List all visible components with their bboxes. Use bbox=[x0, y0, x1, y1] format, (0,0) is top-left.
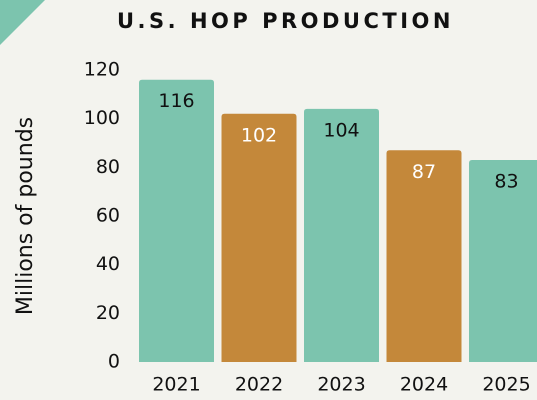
y-tick-label: 120 bbox=[84, 59, 120, 81]
y-tick-label: 80 bbox=[96, 156, 120, 178]
x-tick-label: 2025 bbox=[482, 374, 530, 396]
data-label: 116 bbox=[158, 90, 194, 112]
corner-decoration bbox=[0, 0, 45, 45]
data-label: 104 bbox=[323, 119, 359, 141]
x-tick-label: 2024 bbox=[400, 374, 448, 396]
y-tick-label: 20 bbox=[96, 302, 120, 324]
bar bbox=[221, 113, 297, 362]
chart-title: U.S. HOP PRODUCTION bbox=[117, 9, 454, 33]
data-label: 102 bbox=[241, 124, 277, 146]
y-tick-label: 60 bbox=[96, 205, 120, 227]
bar bbox=[139, 79, 214, 362]
bar bbox=[469, 160, 537, 362]
data-label: 83 bbox=[494, 171, 518, 193]
x-tick-label: 2021 bbox=[152, 374, 200, 396]
bar bbox=[386, 150, 462, 362]
y-tick-label: 40 bbox=[96, 253, 120, 275]
bar bbox=[304, 108, 379, 362]
data-label: 87 bbox=[412, 161, 436, 183]
x-tick-label: 2023 bbox=[317, 374, 365, 396]
y-tick-label: 100 bbox=[84, 107, 120, 129]
y-tick-label: 0 bbox=[108, 351, 120, 373]
x-tick-label: 2022 bbox=[235, 374, 283, 396]
y-axis-label: Millions of pounds bbox=[13, 117, 38, 315]
